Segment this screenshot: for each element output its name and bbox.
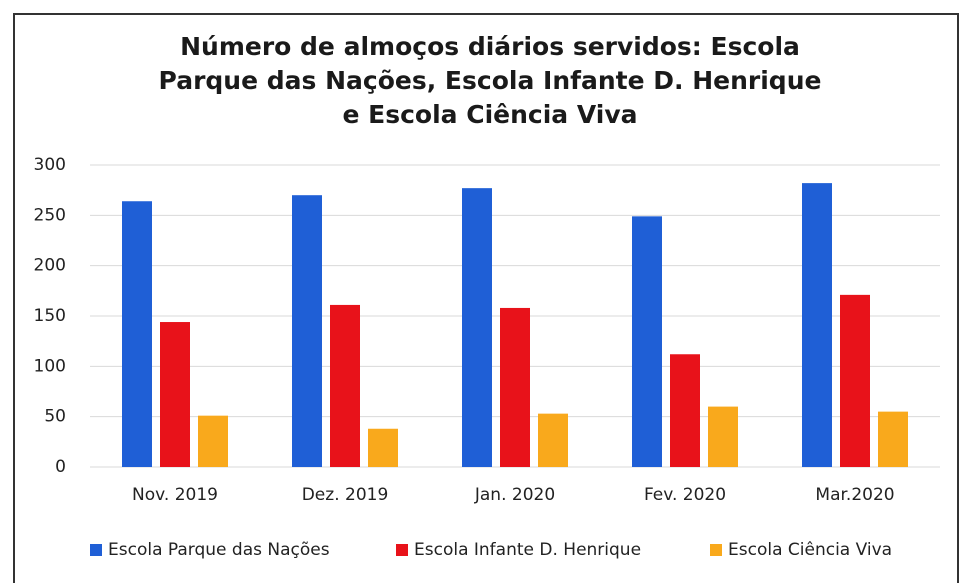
- x-tick-label: Mar.2020: [815, 485, 894, 505]
- x-tick-label: Fev. 2020: [644, 485, 726, 505]
- y-tick-label: 300: [34, 155, 66, 175]
- y-tick-label: 200: [34, 256, 66, 276]
- legend-label: Escola Parque das Nações: [108, 540, 330, 560]
- y-tick-label: 150: [34, 306, 66, 326]
- bar: [368, 428, 398, 467]
- y-tick-label: 0: [55, 457, 66, 477]
- bar: [122, 201, 152, 468]
- bar: [632, 216, 662, 467]
- bar: [330, 304, 360, 467]
- bar: [708, 406, 738, 467]
- bar: [462, 188, 492, 468]
- bar: [878, 411, 908, 467]
- bar: [292, 195, 322, 467]
- bar: [538, 413, 568, 467]
- bar: [500, 307, 530, 467]
- chart-title: Número de almoços diários servidos: Esco…: [158, 32, 822, 129]
- bar: [840, 294, 870, 467]
- x-tick-label: Dez. 2019: [302, 485, 389, 505]
- y-tick-label: 250: [34, 205, 66, 225]
- bar: [160, 322, 190, 467]
- chart-border: [13, 13, 959, 583]
- x-tick-label: Jan. 2020: [474, 485, 555, 505]
- y-tick-label: 50: [44, 407, 66, 427]
- legend-swatch: [710, 544, 722, 556]
- legend-swatch: [90, 544, 102, 556]
- y-tick-label: 100: [34, 356, 66, 376]
- bar: [198, 415, 228, 467]
- legend-label: Escola Infante D. Henrique: [414, 540, 641, 560]
- legend-swatch: [396, 544, 408, 556]
- x-tick-label: Nov. 2019: [132, 485, 218, 505]
- bar: [802, 183, 832, 467]
- legend-label: Escola Ciência Viva: [728, 540, 892, 560]
- bar: [670, 354, 700, 467]
